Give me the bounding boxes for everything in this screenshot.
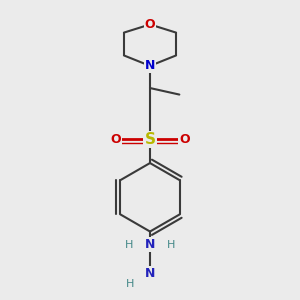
Text: N: N	[145, 59, 155, 72]
Text: H: H	[167, 240, 176, 250]
Text: S: S	[145, 132, 155, 147]
Text: O: O	[110, 133, 121, 146]
Text: N: N	[145, 267, 155, 280]
Text: H: H	[124, 240, 133, 250]
Text: H: H	[126, 279, 135, 289]
Text: O: O	[179, 133, 190, 146]
Text: N: N	[145, 238, 155, 251]
Text: O: O	[145, 18, 155, 31]
